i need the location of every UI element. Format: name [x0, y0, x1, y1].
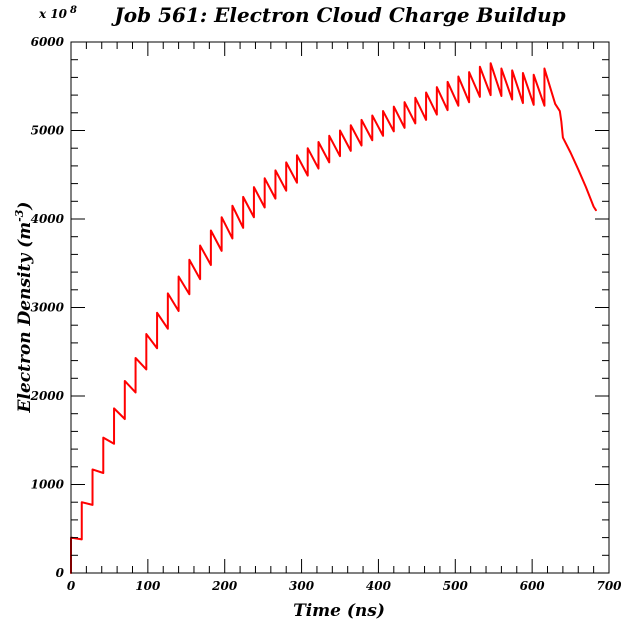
plot-frame: [70, 41, 610, 574]
y-tick-label: 3000: [31, 301, 65, 315]
y-axis-multiplier-exponent: 8: [70, 5, 77, 16]
y-axis-multiplier: x 10 8: [38, 5, 77, 21]
y-axis-title-suffix: ): [15, 202, 35, 211]
electron-density-series: [70, 62, 597, 574]
x-tick-label: 100: [135, 579, 161, 593]
y-axis-title-exponent: -3: [13, 209, 26, 222]
y-tick-label: 1000: [31, 478, 65, 492]
y-axis-multiplier-base: x 10: [38, 7, 68, 21]
y-axis-title: Electron Density (m-3): [13, 202, 35, 414]
x-tick-label: 0: [67, 579, 76, 593]
x-axis-title: Time (ns): [293, 601, 385, 621]
y-tick-label: 5000: [31, 124, 65, 138]
plot-layer: [70, 62, 597, 574]
y-tick-label: 4000: [31, 212, 65, 226]
y-tick-label: 6000: [31, 35, 65, 49]
labels-layer: Job 561: Electron Cloud Charge Buildup T…: [13, 3, 566, 621]
chart-title: Job 561: Electron Cloud Charge Buildup: [110, 3, 565, 27]
axes-layer: 0 100 200 300 400 500 600 700 0 1000 2000 3000 4000 5…: [30, 35, 623, 593]
x-tick-label: 500: [443, 579, 469, 593]
x-tick-label: 600: [520, 579, 546, 593]
x-tick-label: 300: [289, 579, 315, 593]
y-tick-label: 2000: [30, 389, 65, 403]
x-tick-label: 200: [211, 579, 238, 593]
x-tick-label: 400: [366, 579, 392, 593]
y-axis-title-main: Electron Density (m: [15, 222, 35, 414]
x-tick-label: 700: [596, 579, 622, 593]
y-tick-label: 0: [56, 566, 65, 580]
